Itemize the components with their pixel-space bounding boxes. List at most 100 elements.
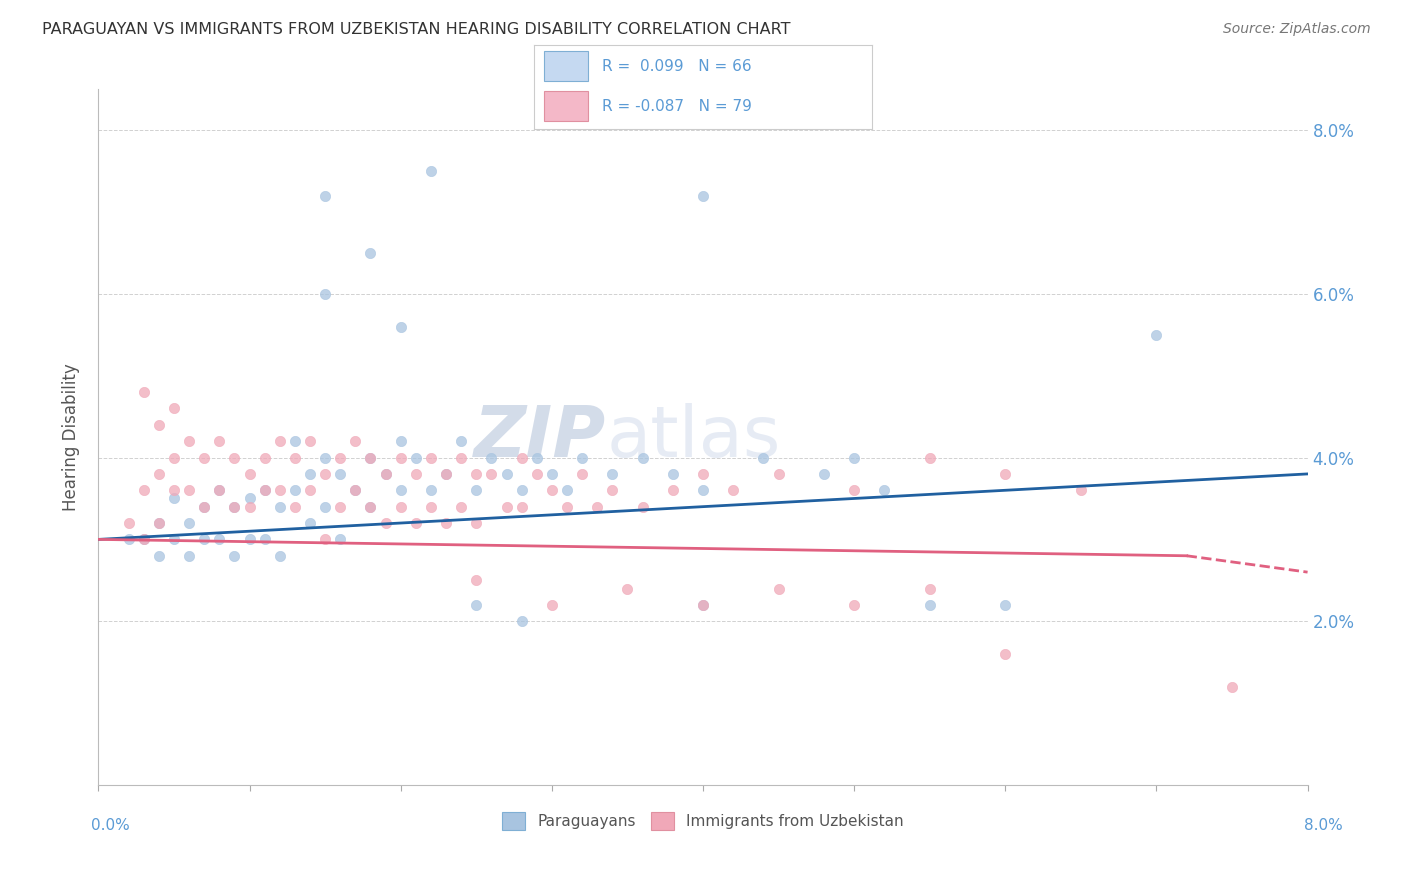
Point [844,598,866,612]
Point [253,533,276,547]
Point [571,450,593,465]
Point [918,582,941,596]
Point [329,467,352,481]
Point [208,483,231,498]
Point [374,467,396,481]
Point [163,483,186,498]
Point [239,467,262,481]
Point [148,549,170,563]
Point [616,582,638,596]
Point [844,483,866,498]
Point [723,483,745,498]
Point [813,467,835,481]
Point [253,450,276,465]
Point [692,467,714,481]
Point [118,533,141,547]
Point [420,483,443,498]
Point [692,483,714,498]
Point [299,516,322,530]
Point [269,500,291,514]
Point [1070,483,1092,498]
Point [179,434,201,449]
Point [768,582,790,596]
Point [360,450,382,465]
Point [752,450,775,465]
Point [571,467,593,481]
Point [284,450,307,465]
Point [239,533,262,547]
Point [132,533,155,547]
Point [193,500,215,514]
Point [314,188,336,202]
Point [844,450,866,465]
Y-axis label: Hearing Disability: Hearing Disability [62,363,80,511]
Point [555,483,578,498]
Point [465,574,488,588]
Point [389,483,412,498]
Point [873,483,896,498]
Point [360,246,382,260]
Point [344,483,367,498]
Point [495,467,517,481]
Point [465,467,488,481]
Point [314,467,336,481]
Point [510,614,533,628]
Point [389,319,412,334]
Point [994,598,1017,612]
Point [661,483,683,498]
Point [224,450,246,465]
Point [526,450,548,465]
Point [510,500,533,514]
Point [148,516,170,530]
Point [360,500,382,514]
Point [163,533,186,547]
Legend: Paraguayans, Immigrants from Uzbekistan: Paraguayans, Immigrants from Uzbekistan [496,805,910,837]
Point [314,500,336,514]
Point [193,500,215,514]
Point [163,401,186,416]
Point [405,450,427,465]
Point [586,500,609,514]
Text: 8.0%: 8.0% [1303,818,1343,832]
Point [360,500,382,514]
Point [132,533,155,547]
Point [692,598,714,612]
Point [389,434,412,449]
Point [239,500,262,514]
Point [540,467,562,481]
Point [269,434,291,449]
Point [434,467,457,481]
Point [148,417,170,432]
Bar [544,91,588,120]
Point [495,500,517,514]
Point [434,516,457,530]
Point [224,549,246,563]
Point [329,500,352,514]
Point [405,516,427,530]
Point [284,434,307,449]
Point [374,467,396,481]
Point [179,516,201,530]
Point [224,500,246,514]
Point [481,467,503,481]
Point [208,483,231,498]
Point [269,549,291,563]
Point [179,483,201,498]
Text: R = -0.087   N = 79: R = -0.087 N = 79 [602,98,752,113]
Point [994,647,1017,661]
Point [314,450,336,465]
Point [132,483,155,498]
Point [420,164,443,178]
Point [405,467,427,481]
Point [631,500,654,514]
Point [450,434,472,449]
Point [602,467,624,481]
Point [420,450,443,465]
Point [163,450,186,465]
Point [510,450,533,465]
Text: PARAGUAYAN VS IMMIGRANTS FROM UZBEKISTAN HEARING DISABILITY CORRELATION CHART: PARAGUAYAN VS IMMIGRANTS FROM UZBEKISTAN… [42,22,790,37]
Point [344,434,367,449]
Point [994,467,1017,481]
Point [239,491,262,506]
Point [465,598,488,612]
